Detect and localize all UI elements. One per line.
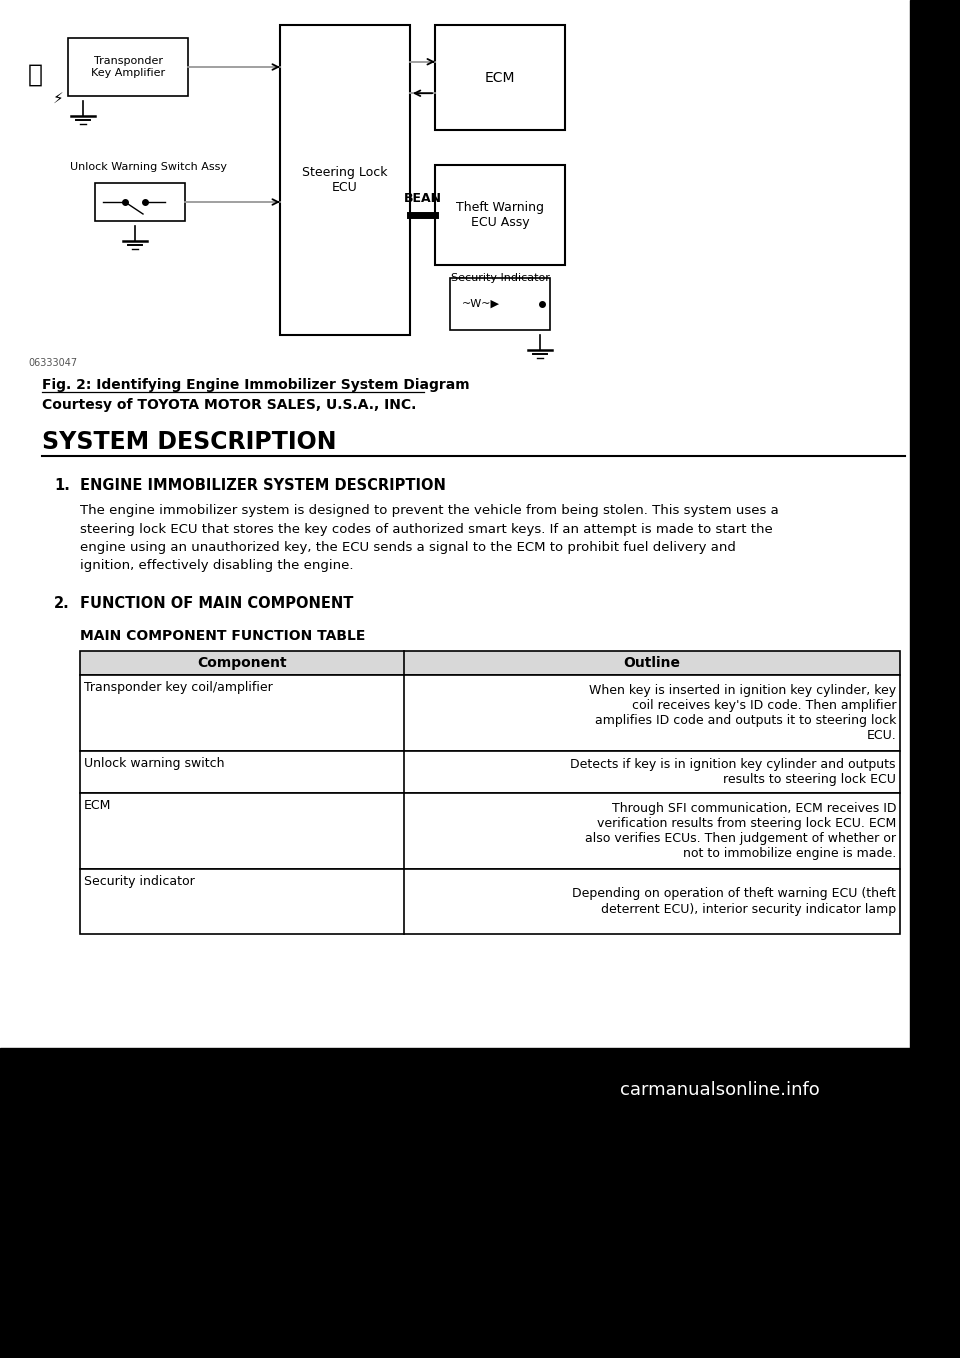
- Bar: [0, 1048, 960, 1358]
- Text: ECM: ECM: [485, 71, 516, 84]
- Text: Courtesy of TOYOTA MOTOR SALES, U.S.A., INC.: Courtesy of TOYOTA MOTOR SALES, U.S.A., …: [42, 398, 417, 411]
- Text: ECM: ECM: [84, 799, 111, 812]
- Text: Security indicator: Security indicator: [84, 875, 195, 888]
- Text: Transponder
Key Amplifier: Transponder Key Amplifier: [91, 56, 165, 77]
- Bar: [80, 793, 900, 869]
- Text: carmanualsonline.info: carmanualsonline.info: [620, 1081, 820, 1099]
- Text: 1.: 1.: [54, 478, 70, 493]
- Text: Transponder key coil/amplifier: Transponder key coil/amplifier: [84, 680, 273, 694]
- Text: Depending on operation of theft warning ECU (theft
deterrent ECU), interior secu: Depending on operation of theft warning …: [572, 888, 896, 915]
- Text: Fig. 2: Identifying Engine Immobilizer System Diagram: Fig. 2: Identifying Engine Immobilizer S…: [42, 378, 469, 392]
- Text: ENGINE IMMOBILIZER SYSTEM DESCRIPTION: ENGINE IMMOBILIZER SYSTEM DESCRIPTION: [80, 478, 445, 493]
- Text: Security Indicator: Security Indicator: [450, 273, 549, 282]
- Bar: [95, 183, 185, 221]
- Text: MAIN COMPONENT FUNCTION TABLE: MAIN COMPONENT FUNCTION TABLE: [80, 629, 366, 642]
- Text: FUNCTION OF MAIN COMPONENT: FUNCTION OF MAIN COMPONENT: [80, 596, 353, 611]
- Text: Component: Component: [197, 656, 287, 669]
- Bar: [80, 650, 900, 675]
- Text: ~W~▶: ~W~▶: [462, 299, 500, 310]
- Bar: [450, 278, 550, 330]
- Bar: [80, 675, 900, 751]
- Bar: [910, 0, 960, 1358]
- Text: Outline: Outline: [623, 656, 681, 669]
- Text: Theft Warning
ECU Assy: Theft Warning ECU Assy: [456, 201, 544, 230]
- Text: Through SFI communication, ECM receives ID
verification results from steering lo: Through SFI communication, ECM receives …: [585, 803, 896, 860]
- Bar: [80, 751, 900, 793]
- Bar: [435, 166, 565, 265]
- Bar: [280, 24, 410, 335]
- Text: 🗝: 🗝: [28, 62, 42, 87]
- Text: Steering Lock
ECU: Steering Lock ECU: [302, 166, 388, 194]
- Text: Unlock warning switch: Unlock warning switch: [84, 756, 225, 770]
- Bar: [80, 869, 900, 934]
- Text: 06333047: 06333047: [28, 359, 77, 368]
- Text: Unlock Warning Switch Assy: Unlock Warning Switch Assy: [69, 162, 227, 172]
- Bar: [68, 38, 188, 96]
- Text: BEAN: BEAN: [403, 191, 442, 205]
- Text: The engine immobilizer system is designed to prevent the vehicle from being stol: The engine immobilizer system is designe…: [80, 504, 779, 573]
- Text: Detects if key is in ignition key cylinder and outputs
results to steering lock : Detects if key is in ignition key cylind…: [570, 758, 896, 786]
- Text: ⚡: ⚡: [53, 91, 63, 106]
- Text: 2.: 2.: [54, 596, 70, 611]
- Text: When key is inserted in ignition key cylinder, key
coil receives key's ID code. : When key is inserted in ignition key cyl…: [588, 684, 896, 741]
- Bar: [435, 24, 565, 130]
- Text: SYSTEM DESCRIPTION: SYSTEM DESCRIPTION: [42, 430, 337, 454]
